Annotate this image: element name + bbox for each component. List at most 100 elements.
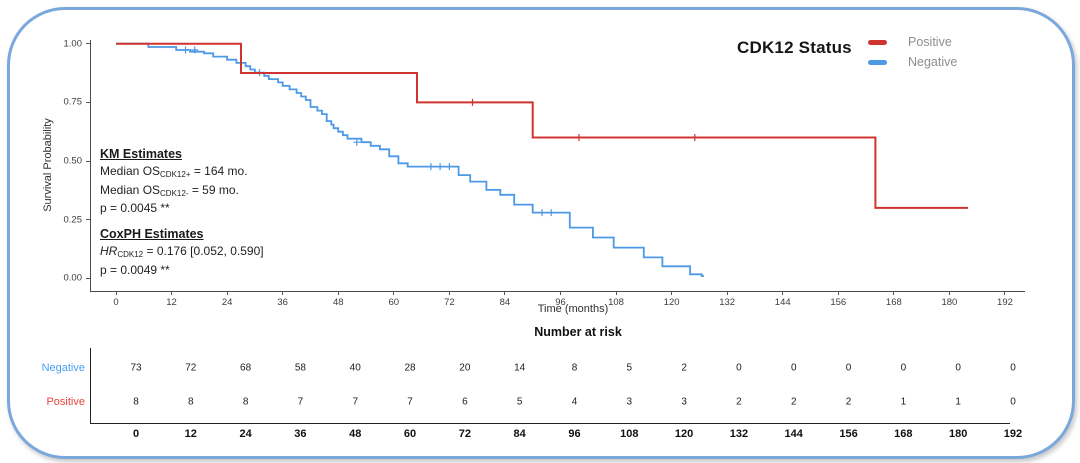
y-tick-label: 0.50 (63, 155, 83, 167)
x-tickmark (393, 291, 395, 295)
risk-count: 8 (242, 396, 249, 408)
risk-table-title: Number at risk (534, 325, 622, 339)
risk-count: 5 (516, 396, 523, 408)
risk-table-bottom-border (90, 423, 1010, 424)
risk-axis-label: 36 (294, 428, 307, 440)
censor-mark (353, 138, 361, 146)
risk-count: 8 (188, 396, 194, 408)
x-tick-label: 120 (663, 297, 680, 308)
x-tick-label: 108 (608, 297, 624, 308)
risk-count: 1 (955, 396, 961, 408)
x-tickmark (615, 291, 617, 295)
rounded-frame (7, 7, 1075, 459)
km-curve-positive (116, 42, 968, 209)
x-tick-label: 156 (830, 297, 847, 308)
risk-count: 6 (462, 396, 468, 408)
y-tickmark (86, 160, 90, 162)
risk-count: 3 (626, 396, 633, 408)
risk-count: 7 (297, 396, 304, 408)
km-curve-negative (116, 42, 704, 277)
y-tickmark (86, 101, 90, 103)
y-tick-label: 0.25 (63, 214, 83, 226)
risk-count: 0 (900, 362, 907, 374)
x-tickmark (504, 291, 506, 295)
risk-count: 8 (571, 362, 578, 374)
censor-mark (427, 163, 435, 171)
risk-count: 40 (349, 362, 361, 374)
x-tick-label: 0 (113, 297, 119, 308)
x-tickmark (226, 291, 228, 295)
risk-axis-label: 84 (513, 428, 526, 440)
censor-mark (436, 163, 444, 171)
x-tick-label: 12 (166, 297, 177, 308)
x-tickmark (948, 291, 950, 295)
x-tick-label: 48 (332, 297, 344, 308)
risk-count: 2 (736, 396, 742, 408)
x-tickmark (893, 291, 895, 295)
legend-label-positive: Positive (908, 35, 952, 49)
legend-swatch-negative (868, 60, 887, 65)
risk-axis-label: 180 (948, 428, 968, 440)
risk-count: 0 (1010, 362, 1016, 374)
km-estimates-lines: Median OSCDK12+ = 164 mo. Median OSCDK12-… (100, 164, 248, 217)
x-tick-label: 168 (885, 297, 902, 308)
risk-axis-label: 12 (184, 428, 197, 440)
risk-row-label-negative: Negative (41, 362, 85, 374)
risk-count: 20 (459, 362, 471, 374)
x-tickmark (559, 291, 561, 295)
x-axis-title: Time (months) (537, 303, 609, 315)
x-tick-label: 36 (277, 297, 288, 308)
risk-axis-label: 0 (132, 428, 140, 440)
x-axis-line (90, 291, 1025, 292)
legend-label-negative: Negative (908, 55, 958, 69)
risk-count: 0 (736, 362, 742, 374)
risk-count: 72 (185, 362, 197, 374)
risk-count: 7 (352, 396, 359, 408)
annotation-line: HRCDK12 = 0.176 [0.052, 0.590] (100, 244, 264, 259)
x-tickmark (782, 291, 784, 295)
risk-axis-label: 60 (403, 428, 417, 440)
x-tickmark (337, 291, 339, 295)
risk-count: 73 (130, 362, 142, 374)
x-tickmark (671, 291, 673, 295)
x-tickmark (837, 291, 839, 295)
risk-count: 0 (845, 362, 852, 374)
risk-axis-label: 24 (239, 428, 252, 440)
x-tickmark (171, 291, 173, 295)
censor-mark (191, 46, 199, 54)
risk-axis-label: 108 (620, 428, 639, 440)
risk-count: 8 (133, 396, 139, 408)
risk-count: 1 (900, 396, 907, 408)
annotation-line: p = 0.0049 ** (100, 262, 170, 277)
censor-mark (575, 134, 583, 141)
x-tickmark (726, 291, 728, 295)
y-tick-label: 0.75 (63, 96, 83, 108)
risk-count: 2 (681, 362, 687, 374)
risk-table-left-border (90, 348, 91, 423)
annotation-line: Median OSCDK12- = 59 mo. (100, 182, 239, 198)
risk-count: 4 (571, 396, 578, 408)
censor-mark (538, 209, 546, 217)
risk-count: 14 (514, 362, 526, 374)
x-tick-label: 84 (499, 297, 511, 308)
km-estimates-block: KM Estimates Median OSCDK12+ = 164 mo. Me… (100, 147, 248, 217)
risk-count: 7 (407, 396, 413, 408)
x-tickmark (282, 291, 284, 295)
y-tick-label: 0.00 (63, 272, 83, 284)
risk-count: 58 (294, 362, 306, 374)
risk-axis-label: 132 (729, 428, 749, 440)
risk-count: 28 (404, 362, 416, 374)
chart-title: CDK12 Status (737, 38, 852, 57)
x-tickmark (115, 291, 117, 295)
legend-swatch-positive (868, 40, 887, 45)
y-tickmark (86, 219, 90, 221)
censor-mark (469, 98, 476, 106)
censor-mark (445, 163, 453, 171)
risk-count: 2 (790, 396, 797, 408)
censor-mark (547, 209, 555, 217)
km-estimates-heading: KM Estimates (100, 147, 182, 161)
risk-axis-label: 48 (349, 428, 362, 440)
risk-count: 0 (790, 362, 797, 374)
